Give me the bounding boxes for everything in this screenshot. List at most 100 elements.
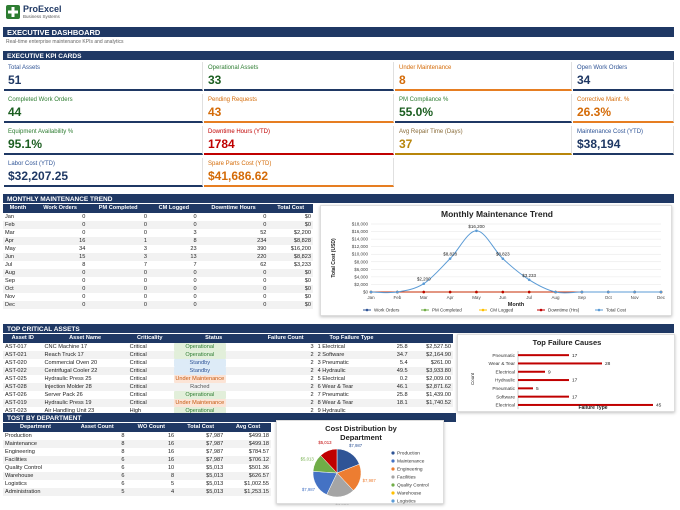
legend-marker (391, 459, 395, 463)
kpi-value: 44 (8, 105, 22, 119)
legend-label: Work Orders (374, 308, 400, 313)
table-cell: AST-025 (5, 375, 27, 382)
column-header: Total Cost (176, 423, 226, 432)
table-cell: $784.57 (248, 448, 269, 455)
table-cell: May (5, 245, 16, 252)
table-cell: 8 Wear & Tear (317, 399, 354, 406)
table-cell: 2 (310, 351, 314, 358)
legend-label: Engineering (397, 467, 423, 473)
column-header: Failure Count (255, 334, 316, 343)
y-tick-label: $8,000 (354, 259, 368, 264)
table-cell: Apr (5, 237, 14, 244)
kpi-card: Completed Work Orders 44 (4, 94, 203, 123)
y-tick-label: $18,000 (352, 222, 369, 227)
table-cell: 0 (143, 229, 148, 236)
table-row: Feb 0 0 0 0 $0 (3, 220, 313, 229)
data-point (369, 290, 373, 294)
column-header: Avg Cost (225, 423, 271, 432)
table-cell: $3,933.80 (426, 367, 451, 374)
data-label: 17 (572, 394, 578, 400)
table-cell: 8 (171, 472, 175, 479)
kpi-value: 33 (208, 73, 222, 87)
table-cell: 0 (193, 269, 197, 276)
legend-marker (391, 467, 395, 471)
column-header (409, 334, 453, 343)
table-cell: 2 (310, 367, 314, 374)
dashboard-title: EXECUTIVE DASHBOARD (3, 27, 674, 37)
table-row: Apr 16 1 8 234 $8,828 (3, 236, 313, 245)
table-cell: 3 (143, 253, 148, 260)
status-badge: Under Maintenance (173, 398, 226, 407)
table-cell: $0 (304, 277, 311, 284)
data-label: 17 (572, 378, 578, 384)
table-cell: 7 (193, 261, 197, 268)
column-header: Month (3, 204, 33, 213)
x-tick-label: Nov (631, 295, 640, 300)
table-cell: $2,164.90 (426, 351, 451, 358)
table-cell: Jun (5, 253, 15, 260)
legend-marker (365, 308, 369, 312)
table-cell: 0 (82, 293, 86, 300)
category-label: Pneumatic (492, 386, 515, 392)
table-cell: 0 (82, 285, 86, 292)
table-cell: Engineering (5, 448, 35, 455)
table-cell: 2 (310, 383, 314, 390)
chart-title: Top Failure Causes (533, 338, 602, 347)
kpi-label: Under Maintenance (399, 65, 452, 71)
x-tick-label: Mar (420, 295, 428, 300)
table-cell: $1,740.52 (426, 399, 451, 406)
failure-chart-card: Top Failure Causes Pneumatic 17 Wear & Tear… (457, 334, 675, 412)
table-cell: AST-017 (5, 343, 27, 350)
column-header: Top Failure Type (315, 334, 388, 343)
kpi-label: Completed Work Orders (8, 97, 73, 103)
table-cell: $0 (304, 301, 311, 308)
table-cell: 0 (82, 301, 86, 308)
data-point (448, 257, 452, 260)
kpi-label: PM Compliance % (399, 97, 449, 103)
table-cell: 8 (82, 261, 86, 268)
table-cell: 2 (310, 359, 314, 366)
table-cell: Under Maintenance (172, 398, 256, 407)
app-tagline: Business Systems (23, 14, 60, 19)
table-cell: 1 (143, 237, 148, 244)
kpi-label: Corrective Maint. % (577, 97, 630, 103)
data-point (633, 290, 636, 294)
x-tick-label: Feb (393, 295, 401, 300)
column-header: CM Logged (149, 204, 199, 213)
table-row: Mar 0 0 3 52 $2,200 (3, 229, 313, 237)
legend-marker (597, 308, 601, 312)
bar (518, 362, 602, 365)
table-cell: 0 (143, 293, 148, 300)
category-label: Hydraulic (495, 378, 516, 384)
table-row: AST-017 CNC Machine 17 Critical Operational… (3, 342, 453, 351)
table-cell: 0 (193, 213, 197, 220)
table-cell: Logistics (5, 480, 27, 487)
table-cell: Injection Molder 28 (44, 383, 92, 390)
legend-marker (391, 475, 395, 479)
table-cell: 7 Pneumatic (317, 391, 349, 398)
chart-title: Cost Distribution by (325, 424, 397, 433)
table-cell: AST-021 (5, 351, 27, 358)
y-tick-label: $16,000 (352, 229, 369, 234)
table-cell: Server Pack 26 (44, 391, 83, 398)
kpi-card: PM Compliance % 55.0% (395, 94, 572, 123)
app-name: ProExcel (23, 4, 62, 14)
table-row: Quality Control 6 10 $5,013 $501.36 (3, 464, 271, 472)
table-cell: 52 (260, 229, 267, 236)
kpi-label: Avg Repair Time (Days) (399, 129, 463, 135)
table-row: Jan 0 0 0 0 $0 (3, 213, 313, 221)
table-cell: Sep (5, 277, 15, 284)
table-cell: $7,987 (206, 456, 224, 463)
trend-table: Month Work Orders PM Completed CM Logged Dow… (3, 204, 313, 309)
table-cell: 2 (310, 407, 314, 414)
legend-label: Production (397, 451, 420, 457)
table-cell: AST-028 (5, 383, 27, 390)
table-row: Warehouse 6 8 $5,013 $626.57 (3, 471, 271, 480)
table-cell: $3,233 (293, 261, 311, 268)
table-cell: AST-020 (5, 359, 27, 366)
data-label: $8,828 (443, 252, 457, 257)
table-cell: 34.7 (396, 351, 408, 358)
kpi-value: 95.1% (8, 137, 43, 151)
kpi-label: Equipment Availability % (8, 129, 74, 135)
table-cell: Operational (172, 342, 256, 351)
